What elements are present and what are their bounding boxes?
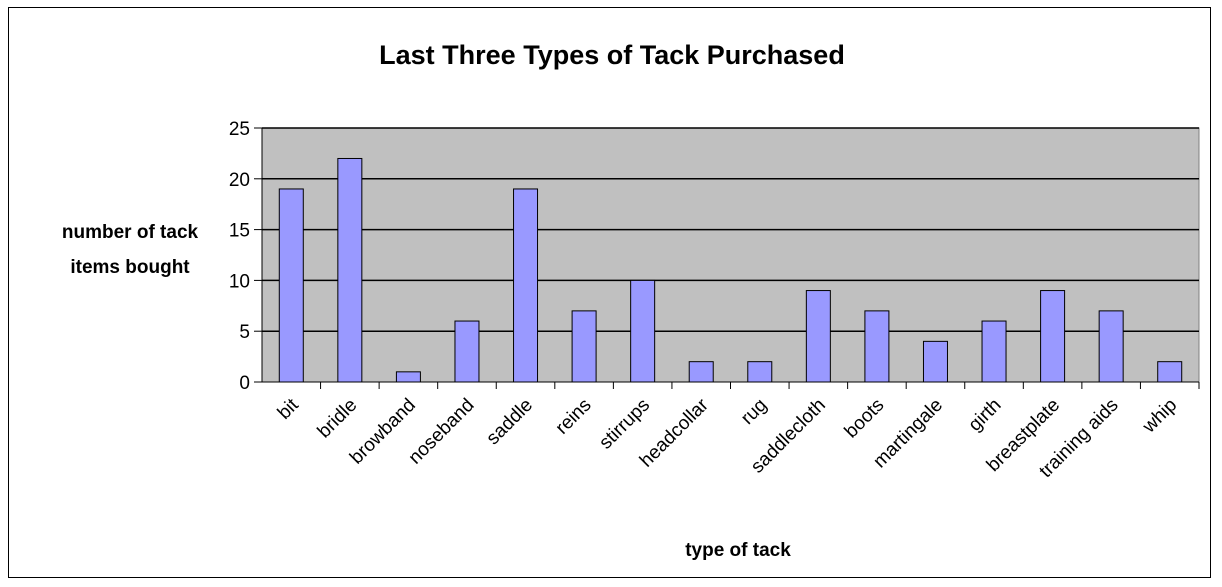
bar-girth bbox=[981, 320, 1007, 383]
bar-browband bbox=[395, 371, 421, 383]
y-tick-label: 0 bbox=[239, 373, 250, 394]
bar-stirrups bbox=[630, 279, 656, 383]
chart-title: Last Three Types of Tack Purchased bbox=[379, 40, 845, 70]
bar-headcollar bbox=[688, 361, 714, 383]
y-tick-labels: 0 5 10 15 20 25 bbox=[229, 119, 250, 394]
bar-saddle bbox=[513, 188, 539, 383]
bar-bit bbox=[278, 188, 304, 383]
x-tick-label: rug bbox=[737, 395, 771, 429]
y-tick-label: 25 bbox=[229, 119, 250, 140]
x-tick-label: whip bbox=[1138, 395, 1181, 438]
y-axis-label-line-1: number of tack bbox=[62, 222, 199, 243]
x-tick-label: saddle bbox=[483, 395, 537, 449]
x-tick-label: bit bbox=[274, 394, 304, 424]
y-tick-label: 10 bbox=[229, 271, 250, 292]
bar-noseband bbox=[454, 320, 480, 383]
y-tick-label: 5 bbox=[239, 322, 250, 343]
x-tick-label: girth bbox=[965, 395, 1006, 436]
axes bbox=[254, 127, 1200, 389]
bar-martingale bbox=[922, 340, 948, 383]
gridlines bbox=[262, 127, 1199, 332]
bar-bridle bbox=[337, 157, 363, 383]
x-tick-label: boots bbox=[841, 395, 889, 443]
x-axis-label: type of tack bbox=[685, 540, 791, 561]
bar-breastplate bbox=[1040, 290, 1066, 383]
y-tick-label: 15 bbox=[229, 221, 250, 242]
bar-saddlecloth bbox=[805, 290, 831, 383]
bar-rug bbox=[747, 361, 773, 383]
bar-training-aids bbox=[1098, 310, 1124, 383]
x-tick-label: reins bbox=[552, 395, 596, 439]
bar-boots bbox=[864, 310, 890, 383]
bar-reins bbox=[571, 310, 597, 383]
bar-whip bbox=[1157, 361, 1183, 383]
y-axis-label-line-2: items bought bbox=[70, 257, 190, 278]
x-tick-label: stirrups bbox=[595, 395, 654, 454]
y-tick-label: 20 bbox=[229, 170, 250, 191]
x-tick-label: bridle bbox=[314, 395, 362, 443]
bars bbox=[278, 157, 1183, 383]
